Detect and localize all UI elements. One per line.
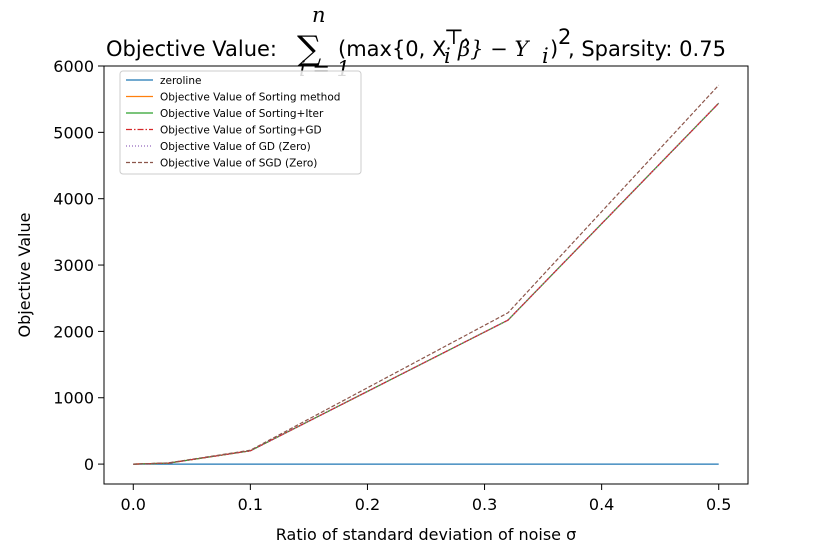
x-tick-label: 0.5 — [706, 495, 731, 514]
legend-label: Objective Value of Sorting+GD — [160, 125, 322, 137]
legend-label: Objective Value of SGD (Zero) — [160, 158, 317, 170]
title-formula-sub2: i — [542, 44, 549, 68]
title-sum-upper: n — [312, 3, 326, 27]
series-line-5 — [133, 84, 720, 465]
y-tick-label: 1000 — [53, 389, 94, 408]
y-tick-label: 5000 — [53, 123, 94, 142]
title-formula-beta: β̂} − Y — [457, 37, 530, 61]
legend: zeroline Objective Value of Sorting metho… — [119, 70, 362, 175]
x-tick-label: 0.1 — [238, 495, 263, 514]
chart-title: Objective Value: ∑ n i = 1 (max{0, X i ⊤… — [106, 3, 726, 81]
x-axis-ticks: 0.0 0.1 0.2 0.3 0.4 0.5 — [121, 484, 731, 514]
title-sum-symbol: ∑ — [297, 29, 321, 69]
plot-area — [103, 65, 749, 485]
legend-label: Objective Value of Sorting+Iter — [160, 108, 324, 120]
x-tick-label: 0.2 — [355, 495, 380, 514]
x-tick-label: 0.3 — [472, 495, 497, 514]
legend-label: zeroline — [160, 75, 201, 87]
title-formula-sup: ⊤ — [444, 25, 464, 49]
y-tick-label: 3000 — [53, 256, 94, 275]
legend-label: Objective Value of GD (Zero) — [160, 141, 311, 153]
title-suffix: , Sparsity: 0.75 — [568, 37, 726, 61]
title-formula-sub: i — [444, 44, 451, 68]
x-tick-label: 0.4 — [589, 495, 614, 514]
y-tick-label: 2000 — [53, 322, 94, 341]
y-tick-label: 0 — [84, 455, 94, 474]
legend-box — [119, 70, 362, 175]
y-tick-label: 6000 — [53, 57, 94, 76]
y-tick-label: 4000 — [53, 190, 94, 209]
title-formula-pow: 2 — [558, 25, 571, 49]
y-axis-label: Objective Value — [15, 213, 34, 338]
title-formula: (max{0, X — [338, 37, 446, 61]
x-axis-label: Ratio of standard deviation of noise σ — [276, 525, 576, 544]
title-formula-close: ) — [550, 37, 558, 61]
legend-label: Objective Value of Sorting method — [160, 92, 340, 104]
y-axis-ticks: 0 1000 2000 3000 4000 5000 6000 — [53, 57, 104, 474]
series-line-4 — [133, 102, 720, 465]
x-tick-label: 0.0 — [121, 495, 146, 514]
series-lines — [133, 84, 720, 465]
title-prefix: Objective Value: — [106, 37, 277, 61]
